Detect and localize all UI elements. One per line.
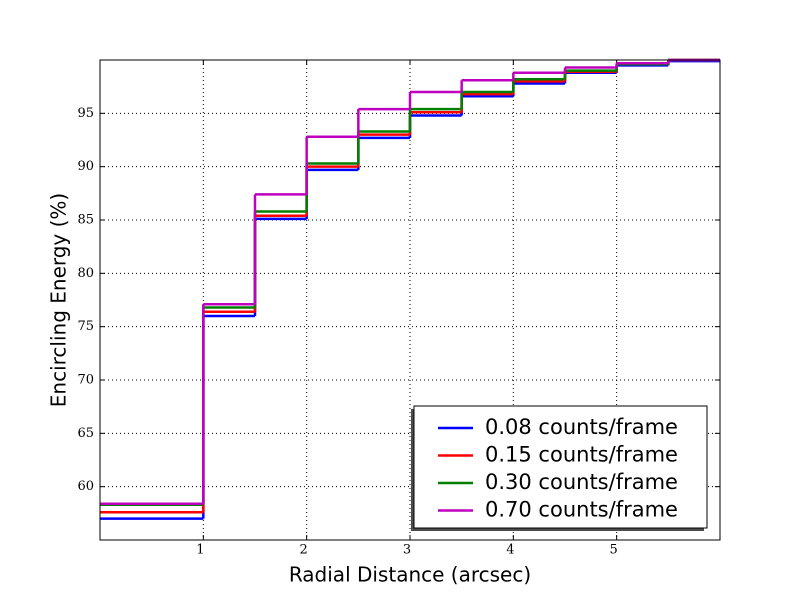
y-tick-label: 65 (77, 426, 94, 441)
plot-frame (99, 59, 721, 541)
y-tick-label: 75 (77, 319, 94, 334)
x-tick-label: 3 (403, 543, 411, 558)
legend (413, 405, 708, 529)
legend-label: 0.30 counts/frame (485, 470, 678, 494)
legend-label: 0.70 counts/frame (485, 498, 678, 522)
y-axis-label: Encircling Energy (%) (47, 193, 71, 407)
x-axis-label: Radial Distance (arcsec) (289, 563, 531, 587)
x-tick-label: 2 (300, 543, 308, 558)
legend-label: 0.15 counts/frame (485, 443, 678, 467)
x-tick-label: 4 (506, 543, 514, 558)
y-tick-label: 60 (77, 479, 94, 494)
y-tick-label: 80 (77, 266, 94, 281)
legend-label: 0.08 counts/frame (485, 415, 678, 439)
y-tick-label: 85 (77, 213, 94, 228)
y-tick-label: 90 (77, 159, 94, 174)
x-tick-label: 1 (196, 543, 204, 558)
y-tick-label: 70 (77, 373, 94, 388)
x-tick-label: 5 (610, 543, 618, 558)
y-tick-label: 95 (77, 106, 94, 121)
